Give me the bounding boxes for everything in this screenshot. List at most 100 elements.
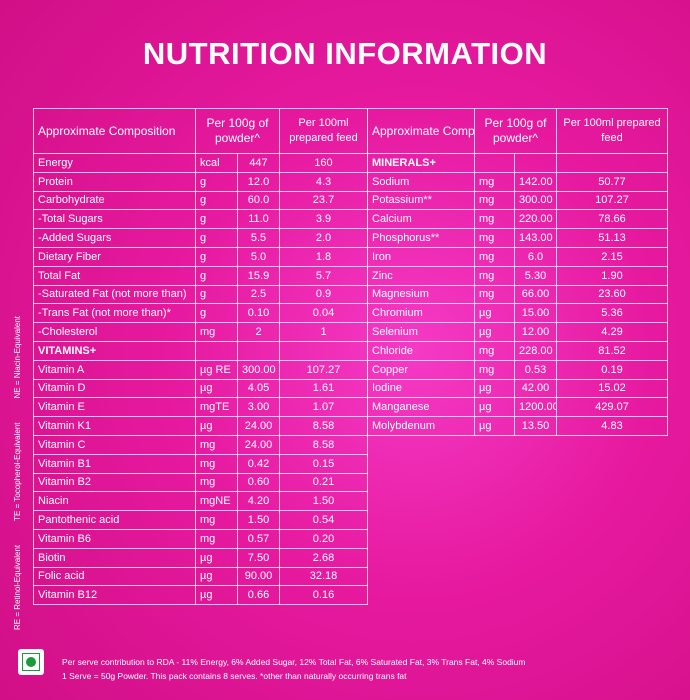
- cell: Folic acid: [33, 566, 196, 587]
- row: Calcium mg 220.00 78.66: [367, 209, 668, 230]
- cell: 0.16: [279, 585, 368, 606]
- cell: 2.0: [279, 228, 368, 248]
- cell: µg: [474, 416, 515, 436]
- cell: Energy: [33, 153, 196, 173]
- cell: 11.0: [237, 209, 280, 230]
- cell: g: [195, 284, 238, 305]
- row: Molybdenum µg 13.50 4.83: [367, 416, 668, 436]
- cell: g: [195, 246, 238, 267]
- cell: Phosphorus**: [367, 228, 475, 248]
- row: Iodine µg 42.00 15.02: [367, 378, 668, 399]
- row: Phosphorus** mg 143.00 51.13: [367, 228, 668, 248]
- cell: g: [195, 228, 238, 248]
- cell: mg: [474, 265, 515, 286]
- cell: 42.00: [514, 378, 557, 399]
- row: Total Fat g 15.9 5.7: [33, 265, 368, 286]
- cell: 107.27: [279, 359, 368, 380]
- cell: µg RE: [195, 359, 238, 380]
- veg-dot: [26, 657, 36, 667]
- cell: mg: [474, 359, 515, 380]
- cell: 0.42: [237, 453, 280, 474]
- cell: 0.57: [237, 528, 280, 549]
- cell: 2.15: [556, 246, 668, 267]
- cell: Magnesium: [367, 284, 475, 305]
- cell: mg: [474, 171, 515, 192]
- veg-symbol: [18, 649, 44, 675]
- side-note: RE = Retinol-Equivalent: [13, 544, 22, 630]
- row: Copper mg 0.53 0.19: [367, 359, 668, 380]
- cell: Potassium**: [367, 190, 475, 211]
- cell: [514, 153, 557, 173]
- side-note: NE = Niacin-Equivalent: [13, 316, 22, 399]
- cell: µg: [195, 416, 238, 436]
- cell: 1200.00: [514, 397, 557, 418]
- cell: mg: [195, 434, 238, 455]
- cell: kcal: [195, 153, 238, 173]
- cell: -Trans Fat (not more than)*: [33, 303, 196, 324]
- row: Folic acid µg 90.00 32.18: [33, 566, 368, 587]
- footer: Per serve contribution to RDA - 11% Ener…: [62, 655, 526, 683]
- cell: 4.20: [237, 491, 280, 512]
- row: VITAMINS+: [33, 340, 368, 361]
- side-note: TE = Tocopherol-Equivalent: [13, 422, 22, 521]
- row: Manganese µg 1200.00 429.07: [367, 397, 668, 418]
- cell: Vitamin B6: [33, 528, 196, 549]
- cell: 66.00: [514, 284, 557, 305]
- cell: Dietary Fiber: [33, 246, 196, 267]
- cell: 23.60: [556, 284, 668, 305]
- cell: µg: [474, 322, 515, 342]
- row: Protein g 12.0 4.3: [33, 171, 368, 192]
- cell: -Total Sugars: [33, 209, 196, 230]
- cell: 24.00: [237, 416, 280, 436]
- cell: 429.07: [556, 397, 668, 418]
- row: -Saturated Fat (not more than) g 2.5 0.9: [33, 284, 368, 305]
- cell: 447: [237, 153, 280, 173]
- cell: 3.9: [279, 209, 368, 230]
- cell: 2: [237, 322, 280, 342]
- cell: 1.90: [556, 265, 668, 286]
- row: MINERALS+: [367, 153, 668, 173]
- cell: 2.68: [279, 547, 368, 568]
- cell: mg: [474, 284, 515, 305]
- cell: [195, 340, 238, 361]
- cell: 32.18: [279, 566, 368, 587]
- header-cell: Per 100ml prepared feed: [279, 108, 368, 154]
- cell: -Added Sugars: [33, 228, 196, 248]
- cell: 160: [279, 153, 368, 173]
- cell: 4.05: [237, 378, 280, 399]
- cell: 220.00: [514, 209, 557, 230]
- cell: 300.00: [514, 190, 557, 211]
- cell: Vitamin B12: [33, 585, 196, 606]
- cell: mg: [195, 322, 238, 342]
- row: -Total Sugars g 11.0 3.9: [33, 209, 368, 230]
- cell: mg: [195, 528, 238, 549]
- cell: 5.30: [514, 265, 557, 286]
- cell: Copper: [367, 359, 475, 380]
- cell: Molybdenum: [367, 416, 475, 436]
- cell: [279, 340, 368, 361]
- cell: 3.00: [237, 397, 280, 418]
- cell: 4.3: [279, 171, 368, 192]
- cell: 107.27: [556, 190, 668, 211]
- cell: 15.02: [556, 378, 668, 399]
- cell: 23.7: [279, 190, 368, 211]
- row: Selenium µg 12.00 4.29: [367, 322, 668, 342]
- nutrition-table: Approximate Composition Per 100g of powde…: [33, 108, 368, 606]
- cell: 1.50: [237, 510, 280, 530]
- row: Energy kcal 447 160: [33, 153, 368, 173]
- cell: 0.04: [279, 303, 368, 324]
- cell: g: [195, 209, 238, 230]
- cell: 1.07: [279, 397, 368, 418]
- cell: 0.10: [237, 303, 280, 324]
- cell: mg: [474, 190, 515, 211]
- footer-line: 1 Serve = 50g Powder. This pack contains…: [62, 671, 407, 681]
- header-cell: Per 100g of powder^: [474, 108, 557, 154]
- cell: Chromium: [367, 303, 475, 324]
- row: Carbohydrate g 60.0 23.7: [33, 190, 368, 211]
- row: Sodium mg 142.00 50.77: [367, 171, 668, 192]
- cell: Selenium: [367, 322, 475, 342]
